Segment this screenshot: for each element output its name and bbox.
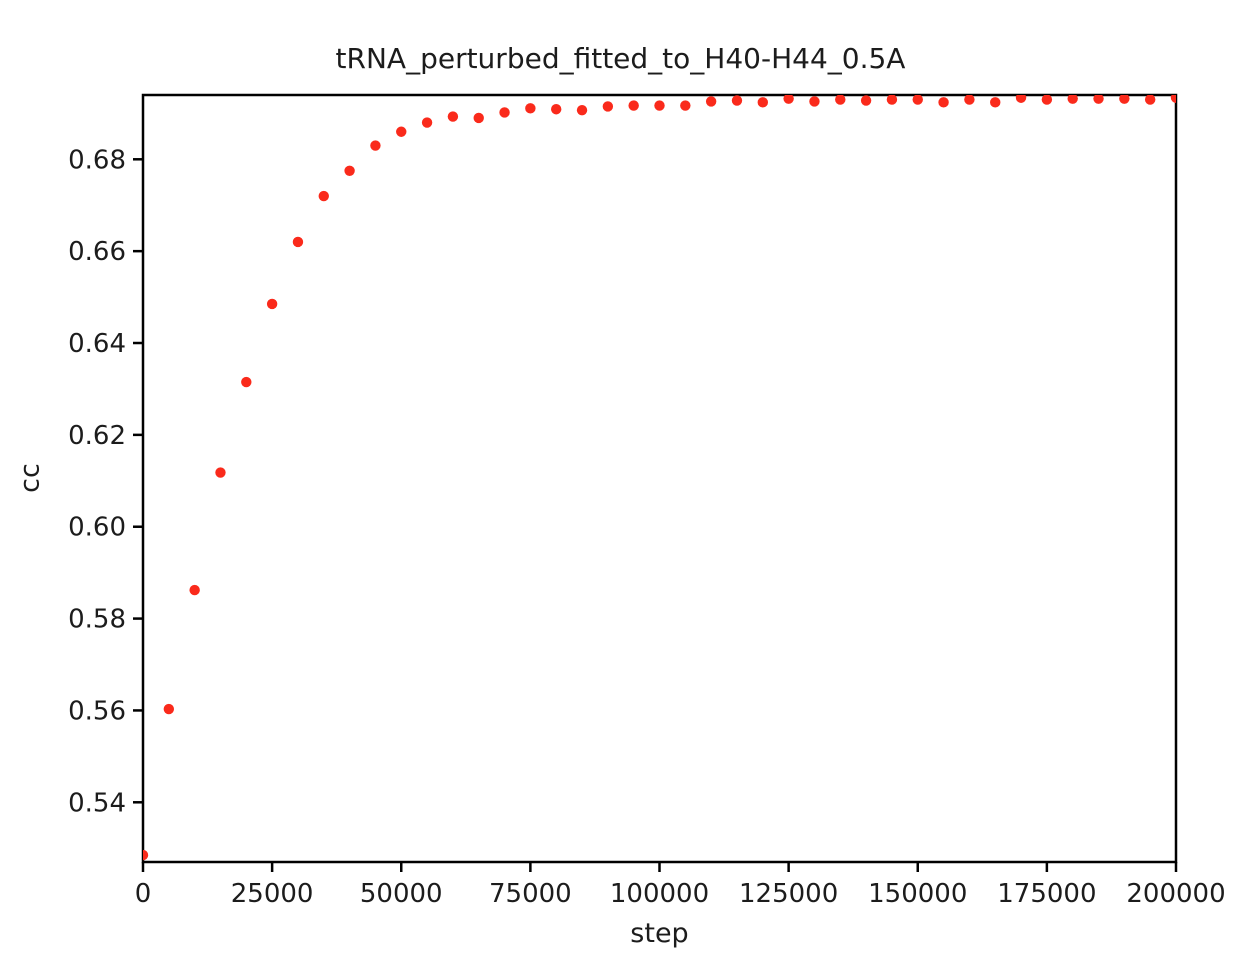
data-point bbox=[421, 117, 433, 128]
data-point bbox=[1093, 95, 1104, 104]
data-point bbox=[499, 107, 510, 118]
data-point bbox=[1170, 95, 1176, 103]
x-tick-label: 50000 bbox=[360, 879, 443, 909]
data-point bbox=[860, 95, 872, 106]
y-axis-label: cc bbox=[14, 463, 46, 493]
data-point bbox=[576, 104, 588, 116]
x-tick-label: 75000 bbox=[489, 879, 572, 909]
data-point bbox=[783, 95, 794, 104]
x-axis-label: step bbox=[630, 918, 689, 949]
data-point bbox=[680, 100, 691, 111]
data-point bbox=[835, 95, 846, 105]
data-point bbox=[292, 236, 304, 248]
data-point bbox=[189, 584, 200, 596]
data-point bbox=[602, 101, 614, 112]
x-tick-label: 25000 bbox=[231, 879, 314, 909]
data-point bbox=[964, 95, 975, 105]
data-point bbox=[1041, 95, 1053, 105]
y-tick-label: 0.66 bbox=[68, 237, 126, 267]
data-point bbox=[654, 100, 665, 111]
data-point bbox=[143, 849, 149, 861]
chart-title: tRNA_perturbed_fitted_to_H40-H44_0.5A bbox=[335, 42, 906, 75]
data-point bbox=[628, 100, 639, 111]
data-point bbox=[990, 97, 1001, 108]
data-point bbox=[370, 140, 381, 151]
y-tick-label: 0.64 bbox=[68, 329, 126, 359]
y-tick-label: 0.56 bbox=[68, 696, 126, 726]
x-tick-label: 175000 bbox=[997, 879, 1096, 909]
data-point bbox=[1144, 95, 1156, 105]
data-point bbox=[886, 95, 898, 105]
x-tick-label: 125000 bbox=[739, 879, 838, 909]
y-tick-label: 0.68 bbox=[68, 145, 126, 175]
x-tick-label: 200000 bbox=[1126, 879, 1225, 909]
data-point bbox=[938, 97, 949, 108]
y-tick-label: 0.54 bbox=[68, 788, 126, 818]
data-point bbox=[1119, 95, 1130, 104]
data-point bbox=[318, 190, 329, 202]
x-tick-label: 100000 bbox=[610, 879, 709, 909]
data-point bbox=[1015, 95, 1027, 103]
data-point bbox=[163, 703, 175, 715]
data-point bbox=[731, 95, 743, 106]
data-point bbox=[757, 97, 768, 108]
data-point bbox=[1067, 95, 1078, 104]
data-point bbox=[266, 298, 278, 310]
data-point bbox=[396, 126, 407, 137]
y-tick-label: 0.62 bbox=[68, 421, 126, 451]
data-point bbox=[447, 111, 459, 122]
data-point bbox=[473, 112, 484, 124]
data-point bbox=[551, 104, 562, 115]
y-tick-label: 0.58 bbox=[68, 605, 126, 635]
x-tick-label: 0 bbox=[135, 879, 152, 909]
x-tick-label: 150000 bbox=[868, 879, 967, 909]
data-point bbox=[912, 95, 923, 105]
data-point bbox=[525, 103, 536, 114]
data-point bbox=[241, 376, 252, 388]
data-point bbox=[809, 96, 820, 107]
y-tick-label: 0.60 bbox=[68, 513, 126, 543]
data-point bbox=[344, 165, 355, 176]
plot-spines bbox=[141, 93, 1178, 864]
data-point bbox=[215, 467, 226, 478]
scatter-series-cc bbox=[143, 95, 1176, 861]
data-point bbox=[705, 96, 717, 107]
